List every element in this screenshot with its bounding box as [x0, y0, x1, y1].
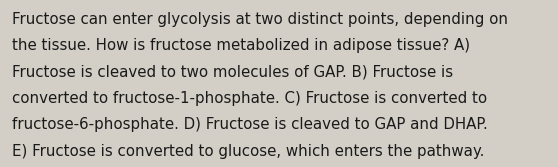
Text: the tissue. How is fructose metabolized in adipose tissue? A): the tissue. How is fructose metabolized …	[12, 38, 470, 53]
Text: fructose-6-phosphate. D) Fructose is cleaved to GAP and DHAP.: fructose-6-phosphate. D) Fructose is cle…	[12, 117, 488, 132]
Text: E) Fructose is converted to glucose, which enters the pathway.: E) Fructose is converted to glucose, whi…	[12, 144, 485, 159]
Text: Fructose can enter glycolysis at two distinct points, depending on: Fructose can enter glycolysis at two dis…	[12, 12, 508, 27]
Text: Fructose is cleaved to two molecules of GAP. B) Fructose is: Fructose is cleaved to two molecules of …	[12, 64, 454, 79]
Text: converted to fructose-1-phosphate. C) Fructose is converted to: converted to fructose-1-phosphate. C) Fr…	[12, 91, 487, 106]
